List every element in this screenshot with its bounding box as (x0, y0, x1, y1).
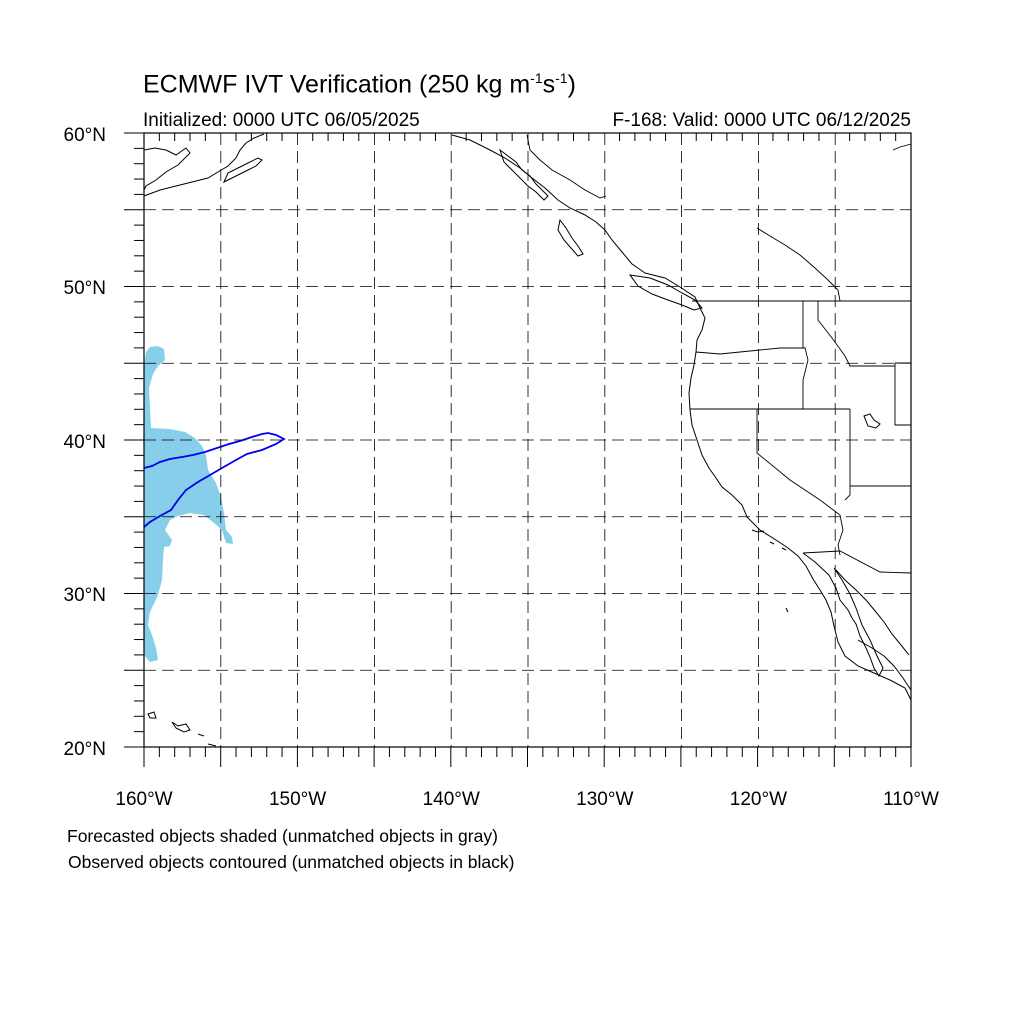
title-close: ) (567, 70, 576, 99)
political-borders (526, 134, 912, 574)
lat-label-50n: 50°N (64, 278, 106, 299)
us-canada-coastline (451, 134, 912, 701)
border-nv-ut (844, 409, 851, 501)
alaska-canada-border (526, 134, 607, 199)
alaska-coast (143, 133, 265, 197)
lon-label-140w: 140°W (423, 789, 480, 810)
us-mexico-border (802, 550, 912, 574)
valid-time: F-168: Valid: 0000 UTC 06/12/2025 (612, 110, 911, 131)
lon-label-120w: 120°W (730, 789, 787, 810)
title-exponent-2: -1 (555, 70, 568, 86)
lon-label-110w: 110°W (883, 789, 939, 810)
lon-label-130w: 130°W (576, 789, 633, 810)
title-exponent-1: -1 (530, 70, 543, 86)
axis-ticks (124, 132, 912, 767)
lon-label-150w: 150°W (269, 789, 326, 810)
border-id-wy (894, 362, 911, 426)
lon-labels: 160°W 150°W 140°W 130°W 120°W 110°W (115, 789, 939, 810)
baja-peninsula (802, 552, 884, 678)
kodiak-islands (222, 157, 263, 184)
chart-title: ECMWF IVT Verification (250 kg m-1s-1) (143, 70, 576, 99)
mexico-coast (857, 639, 912, 691)
legend-observed: Observed objects contoured (unmatched ob… (68, 852, 515, 872)
title-unit-s: s (542, 70, 556, 99)
map-frame (143, 132, 912, 748)
lon-label-160w: 160°W (115, 789, 172, 810)
legend-forecast: Forecasted objects shaded (unmatched obj… (67, 826, 498, 846)
canada-north-coast (892, 143, 912, 151)
coastlines (143, 133, 912, 747)
lat-label-20n: 20°N (64, 739, 106, 760)
channel-islands (751, 529, 789, 613)
lat-label-30n: 30°N (64, 585, 106, 606)
observed-object (143, 432, 286, 528)
title-text: ECMWF IVT Verification (250 kg m (143, 70, 531, 99)
great-salt-lake (863, 413, 881, 429)
hawaii-islands (147, 711, 217, 747)
forecast-object (144, 346, 233, 662)
alaska-peninsula (143, 147, 191, 191)
canada-interior-river (756, 227, 841, 302)
border-wa-or (695, 347, 809, 361)
haida-gwaii (557, 218, 584, 257)
graticule (144, 133, 911, 747)
southeast-alaska-islands (499, 148, 549, 201)
border-or-id (802, 359, 809, 409)
lat-label-40n: 40°N (64, 432, 106, 453)
border-ca-nv (756, 409, 844, 556)
lat-label-60n: 60°N (64, 125, 106, 146)
lat-labels: 60°N 50°N 40°N 30°N 20°N (64, 125, 106, 760)
gulf-of-california-east (835, 569, 910, 656)
border-id-mt (817, 301, 895, 367)
initialized-time: Initialized: 0000 UTC 06/05/2025 (143, 110, 420, 131)
vancouver-island (628, 274, 703, 311)
